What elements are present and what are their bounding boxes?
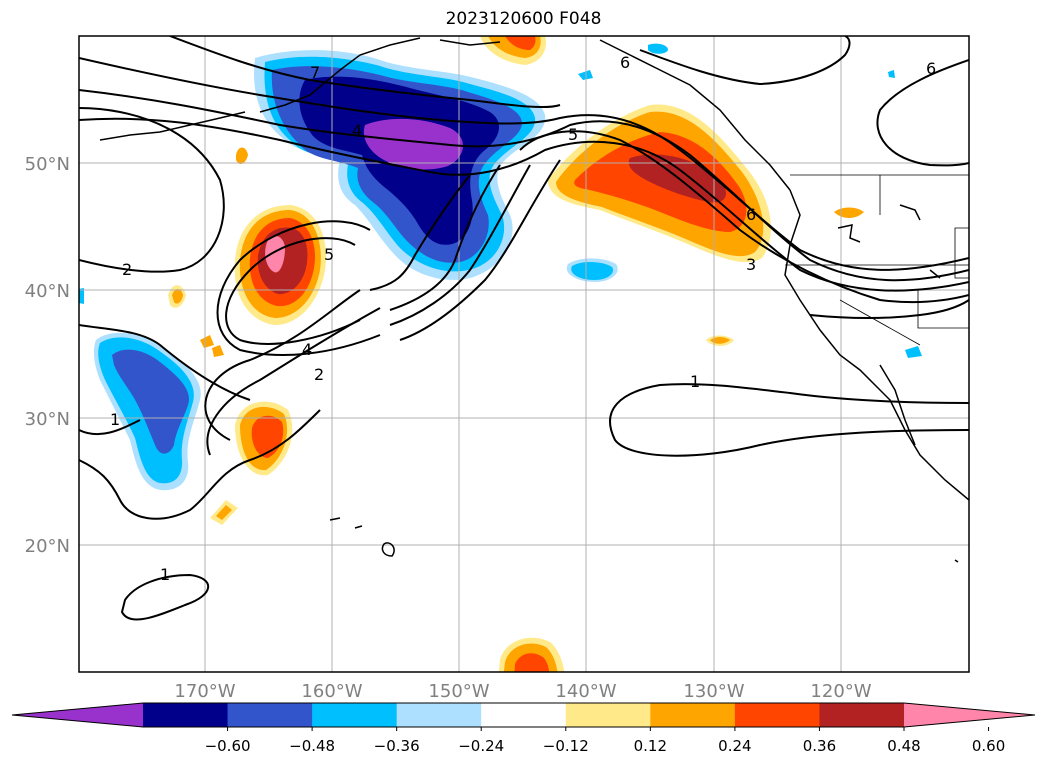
colorbar-tick-label: −0.60	[205, 737, 251, 755]
lon-label-170w: 170°W	[174, 681, 235, 702]
colorbar-segment	[396, 703, 482, 727]
lat-label-30n: 30°N	[25, 409, 70, 430]
contour-label: 3	[746, 255, 756, 274]
lon-label-120w: 120°W	[810, 681, 871, 702]
colorbar-segment	[734, 703, 820, 727]
colorbar-tick-label: 0.48	[887, 737, 920, 755]
colorbar-tick-label: −0.48	[289, 737, 335, 755]
map-title: 2023120600 F048	[445, 9, 602, 29]
plot-frame	[78, 35, 970, 673]
colorbar: −0.60 −0.48 −0.36 −0.24 −0.12 0.12 0.24 0.36 0.4…	[11, 702, 1036, 755]
contour-label: 1	[110, 410, 120, 429]
colorbar-tick-label: 0.12	[634, 737, 667, 755]
contour-label: 1	[160, 565, 170, 584]
lat-label-40n: 40°N	[25, 281, 70, 302]
colorbar-tick-label: −0.24	[458, 737, 504, 755]
contour-label-group: 7 4 5 6 6 5 4 2 2 1 1 1 3 6	[110, 53, 936, 584]
colorbar-tick-label: 0.24	[718, 737, 751, 755]
contour-label: 7	[310, 63, 320, 82]
contour-label: 6	[746, 205, 756, 224]
colorbar-extend-low	[12, 703, 143, 727]
lon-label-140w: 140°W	[555, 681, 616, 702]
lon-label-160w: 160°W	[301, 681, 362, 702]
contour-label: 2	[314, 365, 324, 384]
colorbar-outline	[11, 702, 1036, 728]
colorbar-segment	[143, 703, 229, 727]
colorbar-tick-label: 0.60	[972, 737, 1005, 755]
lat-label-20n: 20°N	[25, 536, 70, 557]
contour-label: 6	[620, 53, 630, 72]
colorbar-tick-label: −0.36	[374, 737, 420, 755]
colorbar-tick-label: −0.12	[543, 737, 589, 755]
contour-lines	[79, 36, 969, 621]
contour-label: 5	[324, 245, 334, 264]
contour-label: 4	[352, 121, 362, 140]
lat-label-50n: 50°N	[25, 154, 70, 175]
colorbar-segment	[650, 703, 736, 727]
lon-label-150w: 150°W	[428, 681, 489, 702]
colorbar-segment	[819, 703, 905, 727]
contour-label: 6	[926, 59, 936, 78]
latitude-labels: 50°N 40°N 30°N 20°N	[25, 154, 70, 557]
lon-label-130w: 130°W	[683, 681, 744, 702]
contour-label: 1	[690, 372, 700, 391]
colorbar-segment	[481, 703, 567, 727]
map-plot-area: 7 4 5 6 6 5 4 2 2 1 1 1 3 6	[79, 36, 969, 672]
contour-label: 5	[568, 125, 578, 144]
colorbar-extend-high	[904, 703, 1035, 727]
colorbar-segment	[565, 703, 651, 727]
longitude-labels: 170°W 160°W 150°W 140°W 130°W 120°W	[174, 681, 871, 702]
coastlines	[99, 37, 969, 563]
colorbar-segment	[312, 703, 398, 727]
contour-label: 4	[302, 340, 312, 359]
contour-label: 2	[122, 260, 132, 279]
colorbar-tick-label: 0.36	[803, 737, 836, 755]
colorbar-segment	[227, 703, 313, 727]
